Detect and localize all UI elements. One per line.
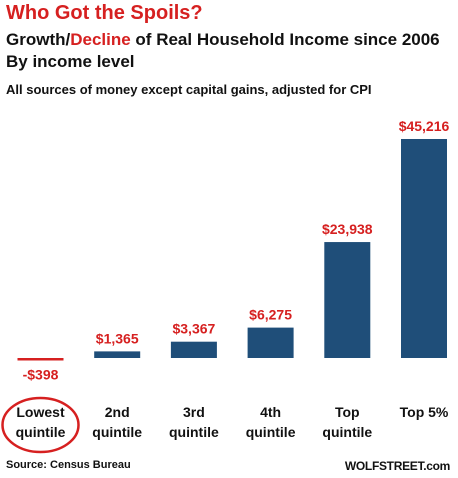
chart-subtitle-2: By income level xyxy=(6,52,135,71)
bar-0 xyxy=(17,358,64,361)
data-label-4: $23,938 xyxy=(322,221,373,237)
subtitle-rest: of Real Household Income since 2006 xyxy=(130,30,440,49)
category-label-0-line-0: Lowest xyxy=(16,404,65,420)
chart-title: Who Got the Spoils? xyxy=(6,2,203,24)
source-note: Source: Census Bureau xyxy=(6,459,131,471)
bar-1 xyxy=(94,351,141,358)
data-label-2: $3,367 xyxy=(172,321,215,337)
highlight-circle xyxy=(1,396,80,454)
category-label-1-line-1: quintile xyxy=(92,424,142,440)
category-label-3-line-1: quintile xyxy=(246,424,296,440)
category-label-4-line-0: Top xyxy=(335,404,360,420)
category-label-5: Top 5% xyxy=(400,404,449,420)
data-label-1: $1,365 xyxy=(96,330,139,346)
subtitle-growth: Growth/ xyxy=(6,30,71,49)
bar-4 xyxy=(324,242,371,358)
brand-label: WOLFSTREET.com xyxy=(344,459,450,473)
data-label-0: -$398 xyxy=(23,367,59,383)
category-label-2-line-1: quintile xyxy=(169,424,219,440)
subtitle-decline: Decline xyxy=(70,30,131,49)
chart-subtitle: Growth/Decline of Real Household Income … xyxy=(6,30,440,50)
category-label-1-line-0: 2nd xyxy=(105,404,130,420)
category-label-3-line-0: 4th xyxy=(260,404,281,420)
bar-5 xyxy=(401,139,447,358)
category-label-0-line-1: quintile xyxy=(16,424,66,440)
data-label-3: $6,275 xyxy=(249,307,292,323)
bar-3 xyxy=(247,327,294,358)
category-label-2-line-0: 3rd xyxy=(183,404,205,420)
data-label-5: $45,216 xyxy=(399,118,450,134)
chart-note: All sources of money except capital gain… xyxy=(6,82,372,97)
category-label-4-line-1: quintile xyxy=(322,424,372,440)
bar-2 xyxy=(170,341,217,358)
